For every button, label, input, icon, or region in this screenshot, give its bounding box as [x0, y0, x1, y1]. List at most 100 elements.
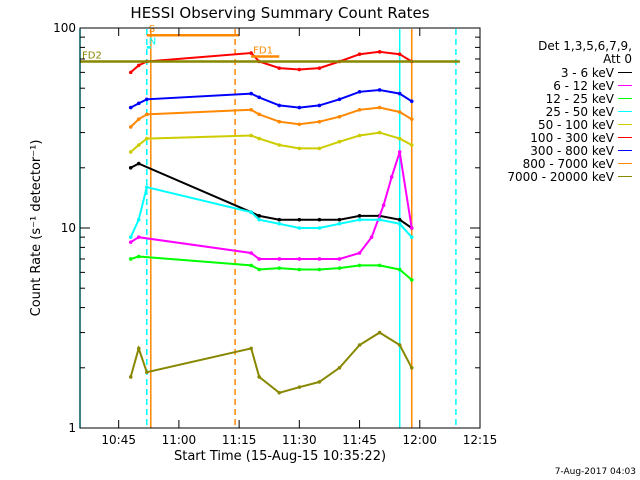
series-8-point-8: [337, 365, 342, 370]
series-7-point-4: [257, 112, 261, 117]
legend-swatch: [618, 124, 632, 125]
series-5-point-6: [297, 67, 302, 72]
series-3-point-10: [377, 217, 382, 222]
series-3-point-2: [144, 185, 149, 189]
series-4-point-8: [337, 139, 342, 144]
series-0-point-10: [397, 217, 402, 222]
series-6-point-4: [257, 95, 261, 100]
series-3-point-12: [409, 235, 414, 239]
series-1-point-10: [381, 203, 386, 208]
series-line-3: [129, 185, 413, 238]
y-tick-label-1: 10: [61, 221, 76, 235]
legend-swatch: [618, 163, 632, 164]
series-4-point-2: [144, 136, 149, 141]
legend-item: 3 - 6 keV: [462, 65, 632, 80]
series-1-point-3: [257, 257, 261, 261]
x-tick-label-0: 10:45: [101, 433, 136, 447]
legend-item-label: 3 - 6 keV: [560, 65, 614, 80]
series-8-point-5: [277, 390, 282, 395]
series-6-point-8: [337, 97, 342, 102]
series-7-point-12: [409, 117, 414, 121]
series-8-point-12: [409, 365, 414, 370]
series-1-point-13: [409, 226, 414, 230]
series-6-point-9: [357, 89, 362, 94]
series-5-point-5: [277, 66, 282, 70]
series-0-point-3: [257, 214, 261, 218]
legend-item-label: 7000 - 20000 keV: [507, 169, 614, 184]
series-0-point-1: [136, 161, 141, 166]
series-4-point-1: [136, 143, 141, 147]
series-7-point-5: [277, 119, 282, 124]
series-3-point-7: [317, 226, 322, 230]
legend-swatch: [618, 72, 632, 73]
series-8-point-6: [297, 385, 302, 389]
series-0-point-8: [357, 214, 362, 218]
legend-item-label: 12 - 25 keV: [545, 91, 614, 106]
legend-item-label: 6 - 12 keV: [553, 78, 614, 93]
series-8-point-0: [128, 375, 133, 379]
series-line-8: [129, 331, 413, 394]
series-line-2: [130, 255, 413, 281]
legend-item: 6 - 12 keV: [462, 78, 632, 93]
series-3-point-3: [249, 210, 253, 214]
series-1-point-7: [337, 257, 342, 261]
series-1-point-12: [397, 150, 402, 154]
series-5-point-9: [357, 52, 362, 56]
legend-swatch: [618, 176, 632, 177]
series-6-point-6: [297, 105, 302, 110]
legend-swatch: [618, 111, 632, 112]
series-5-point-1: [136, 63, 141, 68]
flag-label-2: FD2: [82, 50, 102, 61]
series-6-point-2: [144, 97, 149, 102]
series-3-point-5: [277, 221, 282, 226]
series-0-point-7: [337, 217, 342, 222]
series-3-point-9: [357, 217, 362, 222]
series-5-point-3: [249, 51, 253, 55]
series-0-point-6: [317, 217, 322, 222]
series-4-point-5: [277, 143, 282, 147]
legend-item: 800 - 7000 keV: [462, 156, 632, 171]
flag-label-1: N: [149, 36, 156, 47]
series-line-1: [130, 151, 413, 260]
series-8-point-1: [136, 346, 141, 351]
series-8-point-7: [317, 380, 322, 384]
series-4-point-11: [397, 136, 402, 141]
series-8-point-4: [257, 375, 261, 379]
plot-frame: [79, 27, 481, 429]
chart-legend: Det 1,3,5,6,7,9, Att 0 3 - 6 keV 6 - 12 k…: [462, 39, 632, 184]
flag-label-3: FD1: [253, 46, 273, 57]
legend-item: 50 - 100 keV: [462, 118, 632, 132]
x-tick-label-2: 11:15: [222, 433, 257, 447]
series-5-point-7: [317, 66, 322, 70]
legend-item: 100 - 300 keV: [462, 131, 632, 145]
series-1-point-5: [297, 257, 302, 261]
series-7-point-7: [317, 119, 322, 124]
series-4-point-0: [128, 150, 133, 154]
legend-swatch: [618, 137, 632, 138]
series-line-4: [130, 131, 413, 153]
series-1-point-4: [277, 257, 282, 261]
x-tick-label-6: 12:15: [463, 433, 498, 447]
series-2-point-7: [337, 266, 342, 270]
series-6-point-1: [136, 101, 141, 106]
series-0-point-5: [297, 217, 302, 222]
series-6-point-12: [409, 99, 414, 104]
series-7-point-1: [136, 117, 141, 121]
footer-timestamp: 7-Aug-2017 04:03: [554, 467, 636, 477]
series-2-point-10: [397, 267, 402, 272]
series-2-point-2: [249, 263, 253, 268]
legend-swatch: [618, 85, 632, 86]
series-0-point-0: [128, 165, 133, 170]
series-2-point-1: [136, 254, 141, 259]
series-6-point-5: [277, 103, 282, 108]
x-axis-label: Start Time (15-Aug-15 10:35:22): [174, 449, 386, 464]
series-2-point-0: [128, 257, 133, 261]
series-line-7: [130, 106, 413, 128]
series-6-point-0: [128, 105, 133, 110]
series-7-point-3: [249, 107, 253, 112]
series-3-point-6: [297, 226, 302, 230]
series-3-point-11: [397, 221, 402, 226]
legend-item-label: 800 - 7000 keV: [522, 156, 614, 171]
series-6-point-7: [317, 103, 322, 108]
legend-header-1: Det 1,3,5,6,7,9,: [538, 39, 632, 53]
